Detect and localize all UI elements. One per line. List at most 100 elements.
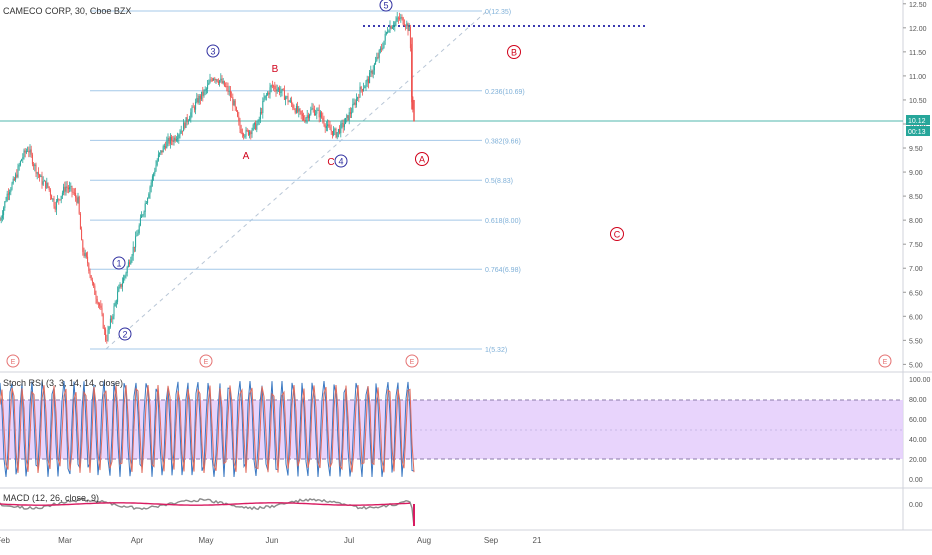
candlesticks[interactable] xyxy=(0,12,415,344)
fib-retracement[interactable]: 0(12.35) 0.236(10.69) 0.382(9.66) 0.5(8.83)… xyxy=(90,9,525,354)
candle-body xyxy=(239,121,241,130)
candle-body xyxy=(125,273,127,276)
wave-impulse-label: 2 xyxy=(122,330,127,340)
candle-body xyxy=(311,108,313,110)
candle-body xyxy=(102,314,104,329)
fib-trend-line[interactable] xyxy=(105,10,488,350)
candle-body xyxy=(219,80,221,84)
candle-body xyxy=(259,112,261,120)
candle-body xyxy=(25,151,27,153)
candle-body xyxy=(215,79,217,81)
candle-body xyxy=(36,172,38,174)
fib-level-label: 0.5(8.83) xyxy=(485,178,513,185)
event-marker-circle[interactable] xyxy=(878,354,892,368)
time-tick-label: Feb xyxy=(0,536,10,545)
candle-body xyxy=(251,130,253,135)
candle-body xyxy=(46,182,48,189)
candle-body xyxy=(348,112,350,121)
candle-body xyxy=(106,340,108,341)
candle-body xyxy=(91,280,93,283)
price-tick-label: 8.00 xyxy=(909,218,923,225)
candle-body xyxy=(238,116,240,122)
candle-body xyxy=(277,88,279,90)
candle-body xyxy=(73,192,75,194)
macd-axis[interactable]: 0.00 xyxy=(909,502,923,509)
wave-impulse-circle[interactable] xyxy=(112,256,126,270)
candle-body xyxy=(19,161,21,166)
price-axis[interactable]: 12.50 12.00 11.50 11.00 10.50 10.00 9.50 9.00 8.… xyxy=(903,2,927,370)
candle-body xyxy=(345,118,347,124)
candle-body xyxy=(87,256,89,264)
price-tick-label: 12.50 xyxy=(909,2,927,9)
candle-body xyxy=(246,130,248,131)
candle-body xyxy=(88,263,90,271)
wave-corrective-circle[interactable] xyxy=(610,227,624,241)
wave-impulse-circle[interactable] xyxy=(118,327,132,341)
wave-corrective-label[interactable]: A xyxy=(243,151,250,162)
candle-body xyxy=(310,109,312,115)
event-marker-circle[interactable] xyxy=(6,354,20,368)
wave-labels[interactable]: 1 2 3 4 5 A B C A B C xyxy=(112,0,624,341)
candle-body xyxy=(412,96,414,110)
candle-body xyxy=(330,129,332,132)
candle-body xyxy=(0,220,1,221)
candle-body xyxy=(306,115,308,119)
wave-corrective-label[interactable]: B xyxy=(272,64,279,75)
wave-corrective-label[interactable]: C xyxy=(327,157,334,168)
candle-body xyxy=(5,200,7,202)
candle-body xyxy=(298,108,300,112)
wave-corrective-circle[interactable] xyxy=(507,45,521,59)
event-marker-circle[interactable] xyxy=(405,354,419,368)
stoch-axis[interactable]: 100.00 80.00 60.00 40.00 20.00 0.00 xyxy=(909,377,931,484)
time-tick-label: Mar xyxy=(58,536,72,545)
candle-body xyxy=(196,98,198,103)
wave-corrective-circle[interactable] xyxy=(415,152,429,166)
candle-body xyxy=(214,78,216,81)
candle-body xyxy=(364,86,366,89)
wave-impulse-circle[interactable] xyxy=(334,154,348,168)
candle-body xyxy=(154,171,156,174)
fib-level-label: 0.764(6.98) xyxy=(485,267,521,274)
last-price-value: 10.12 xyxy=(908,118,926,125)
candle-body xyxy=(210,79,212,81)
candle-body xyxy=(39,174,41,178)
candle-body xyxy=(402,17,404,25)
candle-body xyxy=(363,88,365,91)
candle-body xyxy=(192,106,194,108)
time-axis[interactable]: Feb Mar Apr May Jun Jul Aug Sep 21 xyxy=(0,536,542,545)
candle-body xyxy=(84,253,86,257)
price-tick-label: 11.50 xyxy=(909,50,926,57)
candle-body xyxy=(28,150,30,153)
stoch-title[interactable]: Stoch RSI (3, 3, 14, 14, close) xyxy=(3,378,123,388)
candle-body xyxy=(180,130,182,134)
candle-body xyxy=(127,262,129,267)
candle-body xyxy=(190,112,192,119)
candle-body xyxy=(69,186,71,190)
stoch-d-line xyxy=(0,384,415,474)
candle-body xyxy=(115,301,117,303)
candle-body xyxy=(29,149,31,153)
candle-body xyxy=(113,306,115,317)
candle-body xyxy=(61,192,63,196)
candle-body xyxy=(333,129,335,136)
candle-body xyxy=(162,146,164,153)
candle-body xyxy=(100,305,102,308)
symbol-title[interactable]: CAMECO CORP, 30, Cboe BZX xyxy=(3,6,131,16)
candle-body xyxy=(7,193,9,195)
macd-title[interactable]: MACD (12, 26, close, 9) xyxy=(3,493,99,503)
candle-body xyxy=(0,218,2,221)
candle-body xyxy=(249,131,251,135)
candle-body xyxy=(229,91,231,97)
candle-body xyxy=(235,107,237,111)
stoch-tick-label: 40.00 xyxy=(909,437,927,444)
candle-body xyxy=(37,172,39,175)
candle-body xyxy=(126,266,128,274)
candle-body xyxy=(334,128,336,130)
wave-impulse-circle[interactable] xyxy=(206,44,220,58)
event-marker-circle[interactable] xyxy=(199,354,213,368)
candle-body xyxy=(149,187,151,195)
candle-body xyxy=(378,50,380,58)
wave-impulse-circle[interactable] xyxy=(379,0,393,12)
